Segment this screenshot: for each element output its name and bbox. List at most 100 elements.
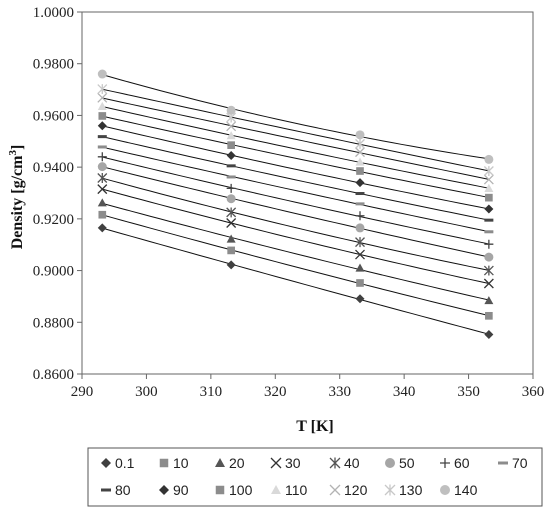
data-point-90 (484, 204, 494, 214)
fit-line-80 (102, 136, 489, 221)
y-axis-title-main: Density [g/cm (9, 155, 26, 249)
y-tick-label: 0.9400 (33, 160, 74, 176)
legend-marker-40 (329, 457, 341, 469)
legend-label: 90 (173, 482, 189, 498)
data-point-130 (483, 166, 494, 176)
legend-marker-30 (270, 457, 282, 469)
data-point-60 (484, 239, 494, 249)
data-point-20 (97, 198, 107, 207)
data-point-80 (355, 192, 365, 196)
x-tick-label: 300 (135, 384, 158, 400)
plot-area-border (81, 11, 534, 375)
data-point-50 (355, 223, 365, 233)
data-point-140 (97, 69, 107, 79)
legend-label: 100 (229, 482, 253, 498)
data-point-30 (97, 184, 108, 195)
data-point-30 (355, 249, 365, 260)
data-point-0-1 (226, 260, 236, 270)
data-point-110 (484, 183, 494, 192)
fit-line-10 (102, 214, 489, 317)
legend-label: 50 (399, 455, 415, 471)
y-axis-title: Density [g/cm3] (7, 145, 26, 250)
data-point-140 (226, 105, 236, 115)
legend-label: 10 (173, 455, 189, 471)
data-point-10 (227, 246, 235, 255)
y-axis-title-superscript: 3 (7, 150, 19, 156)
data-point-60 (226, 183, 236, 193)
data-point-90 (355, 178, 365, 188)
x-tick-label: 340 (393, 384, 416, 400)
legend-marker-100 (215, 485, 225, 495)
data-point-120 (483, 174, 494, 185)
data-point-120 (97, 92, 108, 103)
fit-line-30 (102, 188, 489, 284)
y-tick-label: 0.9800 (33, 57, 74, 73)
data-point-100 (485, 193, 493, 202)
x-tick-label: 290 (71, 384, 94, 400)
legend-label: 70 (512, 455, 528, 471)
fit-line-70 (102, 146, 489, 233)
legend-label: 20 (229, 455, 245, 471)
y-axis-title-end: ] (9, 145, 26, 150)
data-point-70 (484, 230, 494, 234)
y-tick-label: 0.9200 (33, 212, 74, 228)
data-point-100 (356, 167, 364, 175)
data-point-100 (98, 112, 107, 120)
y-tick-label: 0.9000 (33, 264, 74, 280)
fit-line-40 (102, 177, 489, 271)
legend-marker-20 (215, 458, 225, 467)
y-tick-label: 1.0000 (33, 5, 74, 21)
fit-line-100 (102, 115, 489, 198)
data-point-30 (483, 278, 494, 289)
legend-marker-90 (159, 485, 169, 495)
data-point-90 (97, 121, 107, 131)
x-axis-title: T [K] (296, 418, 333, 435)
fit-line-110 (102, 106, 489, 189)
data-point-130 (355, 138, 365, 149)
legend-marker-110 (271, 485, 281, 494)
fit-line-120 (102, 97, 489, 180)
fit-line-90 (102, 125, 489, 210)
y-tick-label: 0.9600 (33, 108, 74, 124)
fit-line-0-1 (102, 227, 489, 335)
data-point-70 (355, 202, 365, 206)
data-point-0-1 (97, 223, 107, 233)
legend-marker-130 (384, 484, 396, 496)
data-points (97, 69, 494, 339)
data-point-130 (97, 84, 108, 95)
legend-marker-80 (101, 488, 111, 492)
y-tick-label: 0.8600 (33, 367, 74, 383)
data-point-10 (98, 210, 107, 219)
data-point-10 (356, 279, 364, 287)
legend-label: 40 (344, 455, 360, 471)
data-point-80 (484, 218, 494, 222)
data-point-20 (484, 296, 494, 305)
legend-marker-140 (440, 485, 450, 495)
data-point-30 (226, 218, 237, 228)
data-point-140 (484, 154, 494, 164)
data-point-120 (226, 121, 237, 132)
legend-label: 80 (115, 482, 131, 498)
plot-frame (81, 11, 534, 375)
x-tick-label: 330 (328, 384, 351, 400)
fit-line-140 (102, 74, 489, 160)
legend-label: 130 (399, 482, 423, 498)
legend-marker-0-1 (101, 458, 111, 468)
data-point-140 (355, 130, 365, 140)
data-point-90 (226, 151, 236, 161)
y-tick-label: 0.8800 (33, 315, 74, 331)
legend-marker-10 (159, 458, 169, 468)
fit-lines (102, 74, 489, 335)
fit-line-50 (102, 166, 489, 258)
x-axis-ticks: 290 300 310 320 330 340 350 360 (71, 374, 544, 400)
data-point-10 (485, 311, 493, 320)
fit-line-60 (102, 156, 489, 245)
x-tick-label: 350 (457, 384, 480, 400)
data-point-110 (226, 131, 236, 140)
y-axis-ticks: 0.8600 0.8800 0.9000 0.9200 0.9400 0.9600 0.98… (33, 5, 82, 383)
fit-line-20 (102, 202, 489, 301)
data-point-50 (484, 252, 494, 262)
data-point-80 (97, 135, 107, 139)
data-point-0-1 (355, 294, 365, 304)
